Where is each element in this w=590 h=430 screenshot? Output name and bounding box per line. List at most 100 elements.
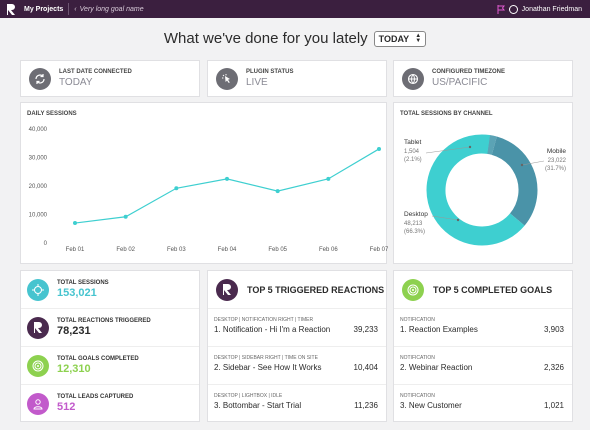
metric-row-goals: TOTAL GOALS COMPLETED 12,310 (21, 347, 199, 385)
metric-label: TOTAL GOALS COMPLETED (57, 356, 139, 362)
y-tick-label: 20,000 (29, 184, 48, 190)
data-point (73, 221, 77, 226)
divider (68, 3, 70, 15)
top-goals-title: TOP 5 COMPLETED GOALS (433, 284, 553, 295)
reaction-logo-icon (216, 278, 238, 301)
stat-value: LIVE (246, 77, 268, 88)
person-icon (27, 392, 49, 415)
refresh-icon (29, 67, 51, 90)
stat-value: TODAY (59, 77, 93, 88)
list-item[interactable]: DESKTOP | SIDEBAR RIGHT | TIME ON SITE 2… (208, 355, 386, 385)
slice-percent: (31.7%) (545, 166, 566, 172)
list-item[interactable]: NOTIFICATION 2. Webinar Reaction 2,326 (394, 355, 572, 385)
row-meta: NOTIFICATION (400, 317, 435, 323)
top-goals-header: TOP 5 COMPLETED GOALS (394, 271, 572, 309)
row-meta: DESKTOP | SIDEBAR RIGHT | TIME ON SITE (214, 355, 318, 361)
metric-row-leads: TOTAL LEADS CAPTURED 512 (21, 385, 199, 422)
leader-dot (456, 218, 460, 222)
x-tick-label: Feb 05 (268, 247, 287, 253)
data-point (275, 189, 280, 194)
row-value: 10,404 (353, 363, 378, 372)
x-tick-label: Feb 02 (116, 247, 135, 253)
channel-donut-chart: Tablet 1,504 (2.1%) Mobile 23,022 (31.7%) Desk… (404, 134, 567, 246)
daily-sessions-card: DAILY SESSIONS 0 10,000 20,000 30,000 40,000… (20, 102, 389, 264)
list-item[interactable]: DESKTOP | NOTIFICATION RIGHT | TIMER 1. … (208, 317, 386, 347)
row-value: 11,236 (354, 401, 378, 410)
daily-sessions-chart: 0 10,000 20,000 30,000 40,000 Feb 01 Feb 02 Feb… (29, 127, 389, 253)
x-tick-label: Feb 06 (319, 247, 338, 253)
goal-breadcrumb[interactable]: ‹ Very long goal name (74, 6, 143, 13)
list-item[interactable]: NOTIFICATION 3. New Customer 1,021 (394, 393, 572, 423)
row-name: 1. Reaction Examples (400, 325, 478, 334)
row-meta: NOTIFICATION (400, 355, 435, 361)
y-tick-label: 0 (44, 241, 48, 247)
stat-card-timezone: CONFIGURED TIMEZONE US/PACIFIC (393, 60, 573, 97)
metric-label: TOTAL REACTIONS TRIGGERED (57, 318, 151, 324)
slice-value: 48,213 (404, 221, 423, 227)
top-reactions-title: TOP 5 TRIGGERED REACTIONS (247, 284, 385, 295)
x-tick-label: Feb 01 (66, 247, 85, 253)
x-tick-label: Feb 03 (167, 247, 186, 253)
period-select[interactable]: TODAY ▲ ▼ (373, 30, 427, 47)
stat-label: CONFIGURED TIMEZONE (432, 69, 505, 75)
data-point (225, 176, 229, 181)
data-point (377, 146, 381, 151)
target-icon (27, 278, 49, 301)
row-value: 39,233 (353, 325, 378, 334)
channel-title: TOTAL SESSIONS BY CHANNEL (400, 111, 493, 117)
stat-value: US/PACIFIC (432, 77, 488, 88)
my-projects-link[interactable]: My Projects (24, 5, 64, 13)
y-tick-label: 10,000 (29, 213, 48, 219)
goal-name: Very long goal name (79, 5, 144, 13)
globe-icon (402, 67, 424, 90)
chevron-left-icon: ‹ (74, 5, 77, 13)
slice-label: Tablet (404, 139, 422, 146)
slice-percent: (66.3%) (404, 229, 425, 235)
select-arrows-icon: ▲ ▼ (415, 32, 422, 44)
metric-value: 153,021 (57, 287, 97, 299)
pie-slice (426, 134, 538, 246)
leader-line (521, 160, 545, 166)
user-name[interactable]: Jonathan Friedman (521, 5, 582, 13)
top-reactions-card: TOP 5 TRIGGERED REACTIONS DESKTOP | NOTI… (207, 270, 387, 422)
row-name: 3. New Customer (400, 401, 462, 410)
metrics-card: TOTAL SESSIONS 153,021 TOTAL REACTIONS TR… (20, 270, 200, 422)
stat-card-last-connected: LAST DATE CONNECTED TODAY (20, 60, 200, 97)
metric-value: 12,310 (57, 363, 91, 375)
list-item[interactable]: NOTIFICATION 1. Reaction Examples 3,903 (394, 317, 572, 347)
row-value: 3,903 (543, 325, 564, 334)
row-value: 2,326 (543, 363, 564, 372)
slice-percent: (2.1%) (404, 157, 422, 163)
row-name: 2. Webinar Reaction (400, 363, 473, 372)
metric-label: TOTAL SESSIONS (57, 280, 109, 286)
slice-value: 1,504 (404, 149, 420, 155)
slice-label: Desktop (404, 211, 428, 218)
leader-dot (468, 145, 472, 149)
goal-target-icon (27, 354, 49, 377)
leader-line (425, 146, 471, 154)
cursor-click-icon (216, 67, 238, 90)
metric-value: 512 (57, 401, 76, 413)
stat-label: LAST DATE CONNECTED (59, 69, 132, 75)
user-avatar-icon[interactable] (508, 4, 518, 14)
metric-value: 78,231 (57, 325, 91, 337)
row-meta: DESKTOP | NOTIFICATION RIGHT | TIMER (214, 317, 314, 323)
data-point (326, 176, 331, 181)
period-select-value: TODAY (378, 33, 410, 44)
y-tick-label: 30,000 (29, 156, 48, 162)
series-line (74, 148, 380, 224)
leader-dot (520, 163, 524, 167)
top-goals-card: TOP 5 COMPLETED GOALS NOTIFICATION 1. Re… (393, 270, 573, 422)
metric-row-sessions: TOTAL SESSIONS 153,021 (21, 271, 199, 309)
flag-icon[interactable] (497, 4, 505, 14)
page-headline: What we've done for you lately TODAY ▲ ▼ (0, 30, 590, 47)
x-tick-label: Feb 04 (218, 247, 237, 253)
row-name: 2. Sidebar - See How It Works (214, 363, 322, 372)
list-item[interactable]: DESKTOP | LIGHTBOX | IDLE 3. Bottombar -… (208, 393, 386, 423)
app-logo-icon[interactable] (4, 2, 18, 16)
row-meta: DESKTOP | LIGHTBOX | IDLE (214, 393, 283, 399)
stat-card-plugin-status: PLUGIN STATUS LIVE (207, 60, 387, 97)
row-value: 1,021 (543, 401, 564, 410)
pie-slice (426, 134, 538, 246)
channel-card: TOTAL SESSIONS BY CHANNEL Tablet 1,504 (2.… (393, 102, 573, 264)
